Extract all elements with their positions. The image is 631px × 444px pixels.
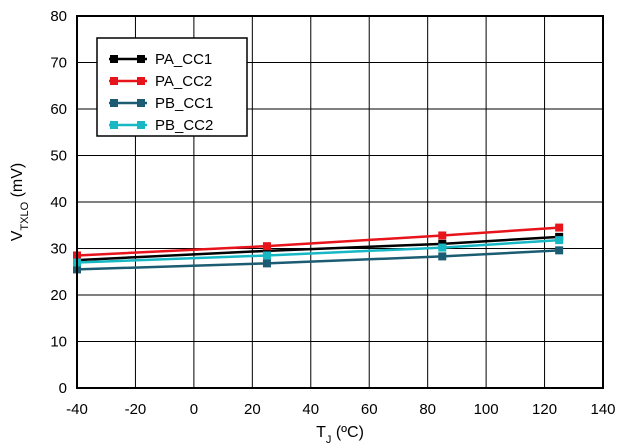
y-tick-label: 60 <box>50 101 67 118</box>
x-tick-label: 100 <box>474 401 499 418</box>
legend-label: PA_CC1 <box>155 51 212 68</box>
legend-box <box>96 37 248 137</box>
x-tick-label: 120 <box>532 401 557 418</box>
legend-swatch-marker <box>137 77 145 85</box>
x-tick-label: 60 <box>361 401 378 418</box>
x-tick-label: 80 <box>419 401 436 418</box>
series-line-pa-cc1 <box>76 235 560 262</box>
data-point-pa-cc1 <box>262 246 271 255</box>
legend-label: PB_CC2 <box>155 117 213 134</box>
x-tick-label: -40 <box>66 401 88 418</box>
y-axis-label-suffix: (mV) <box>9 163 26 202</box>
legend-swatch-marker <box>110 77 118 85</box>
y-tick-label: 30 <box>50 241 67 258</box>
data-point-pb-cc2 <box>438 243 447 252</box>
data-point-pa-cc2 <box>262 242 271 251</box>
y-axis-label-main: V <box>9 230 26 241</box>
legend-swatch-marker <box>137 121 145 129</box>
y-tick-label: 20 <box>50 287 67 304</box>
legend-label: PB_CC1 <box>155 95 213 112</box>
y-tick-label: 50 <box>50 148 67 165</box>
series-line-pb-cc2 <box>76 238 560 264</box>
data-point-pb-cc2 <box>262 251 271 260</box>
plot-area-frame <box>76 15 604 389</box>
x-tick-label: 0 <box>190 401 198 418</box>
x-axis-label-suffix: (ºC) <box>331 424 364 441</box>
x-axis-label: TJ (ºC) <box>316 424 364 444</box>
legend-item-pa-cc1: PA_CC1 <box>109 51 212 68</box>
legend-swatch-marker <box>137 55 145 63</box>
legend: PA_CC1 PA_CC2 PB_CC1 PB_CC2 <box>96 37 248 137</box>
y-tick-label: 70 <box>50 55 67 72</box>
data-point-pb-cc1 <box>555 246 564 255</box>
legend-item-pb-cc2: PB_CC2 <box>109 117 213 134</box>
y-tick-label: 10 <box>50 334 67 351</box>
x-tick-label: 40 <box>302 401 319 418</box>
legend-item-pa-cc2: PA_CC2 <box>109 73 212 90</box>
data-point-pb-cc2 <box>555 236 564 245</box>
y-tick-label: 80 <box>50 8 67 25</box>
y-tick-label: 0 <box>59 380 67 397</box>
legend-swatch-marker <box>137 99 145 107</box>
data-point-pa-cc2 <box>555 223 564 232</box>
x-tick-label: 140 <box>590 401 615 418</box>
legend-swatch-marker <box>110 121 118 129</box>
series-line-pa-cc2 <box>76 226 560 257</box>
data-point-pa-cc2 <box>438 231 447 240</box>
x-axis-label-sub: J <box>326 434 332 444</box>
y-axis-label-sub: TXLO <box>19 201 31 230</box>
series-line-pb-cc1 <box>76 249 560 271</box>
legend-item-pb-cc1: PB_CC1 <box>109 95 213 112</box>
tick-labels: -40 -20 0 20 40 60 80 100 120 140 0 10 20 30 40 50 60 70 8… <box>50 8 615 418</box>
grid <box>77 16 603 388</box>
legend-swatch-marker <box>110 99 118 107</box>
x-axis-label-main: T <box>316 424 326 441</box>
x-tick-label: -20 <box>125 401 147 418</box>
data-point-pb-cc1 <box>438 252 447 261</box>
data-point-pb-cc1 <box>262 259 271 268</box>
legend-label: PA_CC2 <box>155 73 212 90</box>
x-tick-label: 20 <box>244 401 261 418</box>
y-axis-label: VTXLO (mV) <box>9 163 31 242</box>
legend-swatch-marker <box>110 55 118 63</box>
y-tick-label: 40 <box>50 194 67 211</box>
